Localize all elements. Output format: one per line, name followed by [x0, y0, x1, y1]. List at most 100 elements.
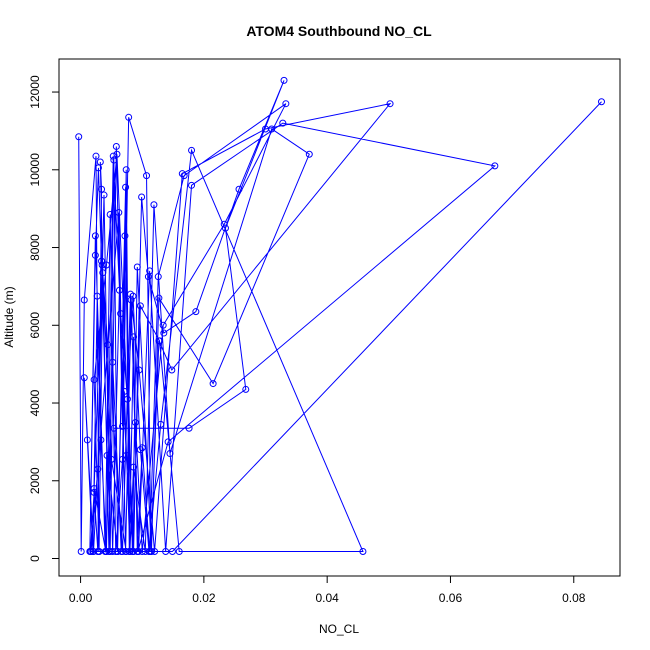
x-tick-label: 0.06 — [439, 591, 463, 605]
plot-frame — [58, 58, 621, 577]
data-point — [129, 292, 137, 300]
x-axis-label: NO_CL — [319, 622, 359, 636]
x-tick-label: 0.04 — [315, 591, 339, 605]
data-point — [114, 548, 122, 556]
data-point — [122, 183, 130, 191]
data-point — [80, 296, 88, 304]
data-point — [168, 366, 176, 374]
data-point — [102, 261, 110, 269]
data-point — [90, 376, 98, 384]
data-point — [115, 286, 123, 294]
data-point — [162, 548, 170, 556]
data-point — [80, 374, 88, 382]
series-line — [78, 80, 602, 553]
data-point — [180, 172, 188, 180]
data-point — [175, 548, 183, 556]
data-point — [105, 548, 113, 556]
data-point — [107, 455, 115, 463]
data-point — [102, 548, 110, 556]
data-point — [166, 450, 174, 458]
data-point — [130, 333, 138, 341]
data-point — [279, 119, 287, 127]
data-point — [146, 267, 154, 275]
x-axis: 0.00 0.02 0.04 0.06 0.08 — [69, 575, 586, 605]
data-point — [98, 257, 106, 265]
data-point — [192, 308, 200, 316]
data-point — [155, 337, 163, 345]
data-point — [138, 548, 146, 556]
data-point — [118, 455, 126, 463]
data-point — [242, 385, 250, 393]
data-point — [145, 548, 153, 556]
y-axis: 0 2000 4000 6000 8000 10000 12000 — [28, 75, 60, 562]
data-point — [91, 251, 99, 259]
data-point — [118, 422, 126, 430]
data-point — [120, 387, 128, 395]
data-point — [268, 125, 276, 133]
data-point — [109, 358, 117, 366]
data-point — [143, 172, 151, 180]
data-point — [164, 438, 172, 446]
x-tick-label: 0.00 — [69, 591, 93, 605]
data-point — [133, 263, 141, 271]
data-point — [168, 548, 176, 556]
data-point — [386, 100, 394, 108]
y-tick-label: 8000 — [28, 234, 42, 261]
y-tick-label: 12000 — [28, 75, 42, 109]
data-point — [154, 273, 162, 281]
data-point — [159, 321, 167, 329]
data-point — [77, 548, 85, 556]
data-point — [94, 548, 102, 556]
data-point — [188, 146, 196, 154]
data-point — [280, 76, 288, 84]
data-point — [97, 436, 105, 444]
data-point — [220, 220, 228, 228]
data-point — [136, 446, 144, 454]
data-point — [126, 548, 134, 556]
data-point — [130, 463, 138, 471]
data-point — [178, 170, 186, 178]
y-tick-label: 4000 — [28, 389, 42, 416]
data-point — [122, 166, 130, 174]
data-point — [117, 310, 125, 318]
data-point — [90, 488, 98, 496]
data-point — [598, 98, 606, 106]
data-point — [109, 152, 117, 160]
data-point — [235, 185, 243, 193]
data-point — [112, 142, 120, 150]
data-point — [209, 380, 217, 388]
data-point — [491, 162, 499, 170]
data-point — [138, 444, 146, 452]
data-point — [138, 193, 146, 201]
data-point — [136, 302, 144, 310]
data-point — [128, 548, 136, 556]
y-axis-label: Altitude (m) — [2, 286, 16, 347]
data-point — [117, 548, 125, 556]
series-layer — [75, 76, 606, 556]
data-point — [94, 465, 102, 473]
data-point — [359, 548, 367, 556]
x-tick-label: 0.02 — [192, 591, 216, 605]
x-tick-label: 0.08 — [562, 591, 586, 605]
data-point — [125, 113, 133, 121]
data-point — [155, 294, 163, 302]
data-point — [109, 548, 117, 556]
data-point — [90, 485, 98, 493]
data-point — [92, 152, 100, 160]
data-point — [123, 395, 131, 403]
data-point — [147, 548, 155, 556]
data-point — [104, 341, 112, 349]
data-point — [160, 329, 168, 337]
y-tick-label: 10000 — [28, 153, 42, 187]
data-point — [99, 269, 107, 277]
data-point — [86, 548, 94, 556]
data-point — [98, 185, 106, 193]
y-tick-label: 0 — [28, 555, 42, 562]
data-point — [305, 150, 313, 158]
data-point — [100, 191, 108, 199]
data-point — [221, 224, 229, 232]
data-point — [113, 150, 121, 158]
data-point — [110, 156, 118, 164]
data-point — [93, 292, 101, 300]
data-point — [131, 418, 139, 426]
